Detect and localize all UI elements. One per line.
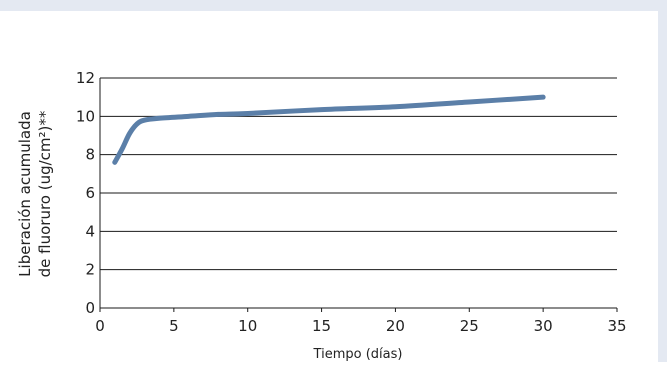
- y-tick-label-2: 2: [85, 261, 95, 279]
- x-tick-label-35: 35: [607, 317, 626, 335]
- y-tick-label-10: 10: [76, 107, 95, 125]
- x-axis-title: Tiempo (días): [313, 347, 403, 362]
- series-group: [112, 94, 546, 165]
- x-tick-label-20: 20: [386, 317, 405, 335]
- x-tick-label-30: 30: [534, 317, 553, 335]
- x-tick-label-15: 15: [312, 317, 331, 335]
- x-tick-labels: 0 5 10 15 20 25 30 35: [95, 317, 626, 335]
- y-tick-label-8: 8: [85, 146, 95, 164]
- y-axis-title-line-1: Liberación acumulada: [16, 111, 34, 277]
- y-tick-label-0: 0: [85, 299, 95, 317]
- y-axis-title-line-2: de fluoruro (ug/cm²)**: [36, 110, 54, 277]
- x-tick-label-10: 10: [238, 317, 257, 335]
- y-tick-label-6: 6: [85, 184, 95, 202]
- axes: [99, 78, 618, 312]
- y-tick-label-4: 4: [85, 222, 95, 240]
- line-chart: 0 2 4 6 8 10 12 0 5 10 15 20 25 30 35 Tiempo (días) L…: [16, 69, 627, 362]
- y-tick-labels: 0 2 4 6 8 10 12: [76, 69, 95, 317]
- series-line-0: [112, 94, 546, 165]
- x-tick-label-25: 25: [460, 317, 479, 335]
- x-tick-label-5: 5: [169, 317, 179, 335]
- y-tick-label-12: 12: [76, 69, 95, 87]
- chart-panel: 0 2 4 6 8 10 12 0 5 10 15 20 25 30 35 Tiempo (días) L…: [0, 0, 667, 362]
- y-axis-title: Liberación acumulada de fluoruro (ug/cm²…: [16, 110, 54, 277]
- x-tick-label-0: 0: [95, 317, 105, 335]
